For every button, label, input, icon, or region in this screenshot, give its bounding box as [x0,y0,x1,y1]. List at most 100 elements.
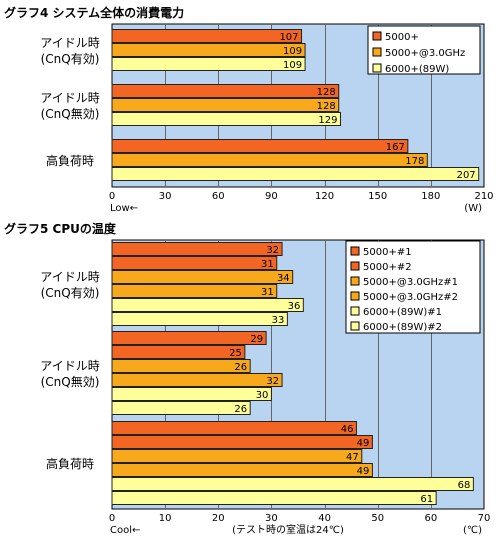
chart1-bar-g2-s1 [111,84,340,98]
chart1-data-label-g3-s2: 178 [405,156,424,167]
chart2-bar-g2-s6 [111,401,251,415]
chart2-bar-g3-s4 [111,463,373,477]
chart1-data-label-g2-s3: 129 [318,115,337,126]
chart1-bar-g1-s2 [111,43,306,57]
chart1-legend-label-3: 6000+(89W) [385,64,449,75]
chart1-bar-g3-s1 [111,139,409,153]
chart2-bar-g1-s1 [111,242,283,256]
chart2-data-label-g2-s4: 32 [266,376,279,387]
chart1-bar-g2-s3 [111,112,342,126]
chart2-tick-label-20: 20 [212,513,225,524]
chart2-category-sublabel-1: (CnQ有効) [41,285,100,300]
chart2-data-label-g1-s2: 31 [261,259,274,270]
chart2-legend-label-6: 6000+(89W)#2 [363,322,442,333]
chart2-tick-label-40: 40 [318,513,331,524]
chart2-bar-g1-s5 [111,298,304,312]
chart2-tick-label-50: 50 [371,513,384,524]
chart2-data-label-g2-s2: 25 [229,348,242,359]
chart2-data-label-g3-s2: 49 [357,438,370,449]
chart1-category-sublabel-2: (CnQ無効) [41,106,100,121]
chart1-category-sublabel-1: (CnQ有効) [41,51,100,66]
chart2-data-label-g1-s5: 36 [288,301,301,312]
chart2-bar-g3-s2 [111,435,373,449]
chart2-note: (テスト時の室温は24℃) [232,523,344,536]
chart2-tick-label-60: 60 [424,513,437,524]
chart2-legend-label-4: 5000+@3.0GHz#2 [363,292,458,303]
chart2-data-label-g2-s5: 30 [256,390,269,401]
chart1-category-label-2: アイドル時 [40,91,99,105]
chart1-bar-g1-s1 [111,29,303,43]
chart2-data-label-g1-s3: 34 [277,273,290,284]
chart2-tick-label-30: 30 [265,513,278,524]
chart2-tick-label-70: 70 [478,513,491,524]
chart1-legend-label-2: 5000+@3.0GHz [385,48,465,59]
chart1-direction-label: Low← [110,203,138,214]
chart1-title: グラフ4 システム全体の消費電力 [4,6,185,20]
chart1-tick-label-210: 210 [474,191,493,202]
chart1-legend-swatch-2 [372,47,382,57]
chart2-legend-swatch-5 [350,306,360,316]
chart2-legend-swatch-3 [350,276,360,286]
chart2-direction-label: Cool← [110,525,140,536]
chart2-legend-box [345,240,481,334]
chart1-category-label-3: 高負荷時 [46,153,94,168]
chart1-tick-label-120: 120 [315,191,334,202]
chart1-tick-label-150: 150 [368,191,387,202]
chart1-unit-label: (W) [464,203,482,214]
chart2-legend-swatch-2 [350,261,360,271]
chart2-category-sublabel-2: (CnQ無効) [41,374,100,389]
chart2-tick-label-10: 10 [159,513,172,524]
chart1-bar-g1-s3 [111,57,306,71]
chart1-bar-g3-s2 [111,153,428,167]
chart1-legend-swatch-3 [372,63,382,73]
chart2-data-label-g3-s5: 68 [458,480,471,491]
chart1-data-label-g2-s1: 128 [317,87,336,98]
chart2-bar-g2-s5 [111,387,272,401]
chart1-data-label-g1-s1: 107 [279,32,298,43]
chart2-bar-g2-s1 [111,331,267,345]
chart1-category-label-1: アイドル時 [40,36,99,50]
chart2-bar-g3-s3 [111,449,363,463]
chart2-data-label-g3-s3: 47 [346,452,359,463]
chart1-data-label-g1-s2: 109 [283,46,302,57]
chart2-data-label-g1-s1: 32 [266,245,279,256]
chart2-legend-label-2: 5000+#2 [363,262,412,273]
chart2-bar-g2-s4 [111,373,283,387]
chart2-data-label-g2-s6: 26 [234,404,247,415]
chart1-legend-label-1: 5000+ [385,32,419,43]
chart1-tick-label-60: 60 [212,191,225,202]
chart1-data-label-g2-s2: 128 [317,101,336,112]
chart1-data-label-g3-s1: 167 [386,142,405,153]
chart2-data-label-g2-s1: 29 [250,334,263,345]
chart2-bar-g3-s6 [111,491,437,505]
chart1-tick-label-30: 30 [159,191,172,202]
chart1-data-label-g3-s3: 207 [457,170,476,181]
chart2-bar-g2-s2 [111,345,246,359]
chart2-legend-swatch-6 [350,321,360,331]
chart2-unit-label: (℃) [463,525,482,536]
chart1-bar-g3-s3 [111,167,480,181]
chart2-legend-swatch-1 [350,246,360,256]
chart2-data-label-g2-s3: 26 [234,362,247,373]
chart2-bar-g1-s3 [111,270,294,284]
chart2-data-label-g3-s4: 49 [357,466,370,477]
chart2-bar-g3-s5 [111,477,474,491]
chart2-legend-swatch-4 [350,291,360,301]
chart2-category-label-3: 高負荷時 [46,456,94,471]
chart2-bar-g1-s4 [111,284,278,298]
chart1-legend-box [367,25,481,75]
chart2-bar-g3-s1 [111,421,357,435]
chart2-title: グラフ5 CPUの温度 [4,222,116,236]
chart2-data-label-g1-s6: 33 [272,315,285,326]
chart1-data-label-g1-s3: 109 [283,60,302,71]
chart1-legend-swatch-1 [372,31,382,41]
chart2-legend-label-5: 6000+(89W)#1 [363,307,442,318]
chart2-data-label-g3-s6: 61 [420,494,433,505]
chart2-bar-g1-s6 [111,312,288,326]
chart2-category-label-2: アイドル時 [40,359,99,373]
chart2-bar-g2-s3 [111,359,251,373]
chart2-tick-label-0: 0 [109,513,115,524]
chart1-tick-label-90: 90 [265,191,278,202]
chart2-category-label-1: アイドル時 [40,270,99,284]
